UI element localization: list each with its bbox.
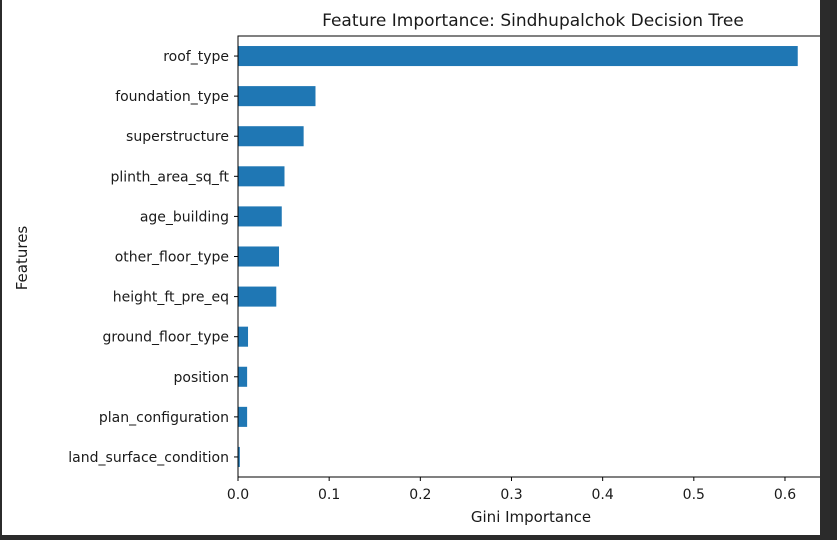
y-tick-label: roof_type — [163, 49, 229, 65]
x-tick-label: 0.6 — [774, 487, 796, 503]
bar-age-building — [238, 206, 282, 227]
chart-title: Feature Importance: Sindhupalchok Decisi… — [322, 11, 744, 31]
vertical-scrollbar[interactable] — [821, 0, 837, 537]
x-tick-label: 0.4 — [592, 487, 614, 503]
y-tick-label: land_surface_condition — [68, 450, 229, 466]
bars-group — [238, 46, 798, 467]
x-axis-label: Gini Importance — [471, 508, 591, 526]
y-axis-label: Features — [13, 226, 31, 291]
bar-ground-floor-type — [238, 326, 249, 347]
y-tick-label: plinth_area_sq_ft — [111, 169, 230, 185]
x-tick-label: 0.1 — [318, 487, 340, 503]
y-tick-label: height_ft_pre_eq — [113, 290, 229, 306]
bar-plan-configuration — [238, 406, 248, 427]
x-tick-label: 0.2 — [409, 487, 431, 503]
bar-roof-type — [238, 46, 798, 67]
y-tick-label: ground_floor_type — [102, 330, 229, 346]
y-ticks-group: land_surface_condition plan_configuration… — [68, 49, 238, 466]
figure-canvas: Feature Importance: Sindhupalchok Decisi… — [2, 0, 827, 535]
bar-plinth-area-sq-ft — [238, 166, 285, 187]
bar-height-ft-pre-eq — [238, 286, 277, 307]
bar-land-surface-condition — [238, 446, 240, 467]
plot-area-frame — [237, 35, 827, 478]
y-tick-label: foundation_type — [115, 89, 229, 105]
bar-superstructure — [238, 126, 304, 147]
y-tick-label: age_building — [140, 209, 229, 225]
bar-foundation-type — [238, 86, 316, 107]
x-tick-label: 0.5 — [683, 487, 705, 503]
y-tick-label: other_floor_type — [115, 250, 229, 266]
bar-other-floor-type — [238, 246, 280, 267]
y-tick-label: position — [174, 370, 229, 386]
bar-position — [238, 366, 248, 387]
x-ticks-group: 0.0 0.1 0.2 0.3 0.4 0.5 0.6 — [227, 477, 796, 503]
y-tick-label: plan_configuration — [99, 410, 229, 426]
y-tick-label: superstructure — [126, 129, 229, 145]
x-tick-label: 0.3 — [500, 487, 522, 503]
x-tick-label: 0.0 — [227, 487, 249, 503]
bar-chart: Feature Importance: Sindhupalchok Decisi… — [13, 11, 827, 526]
